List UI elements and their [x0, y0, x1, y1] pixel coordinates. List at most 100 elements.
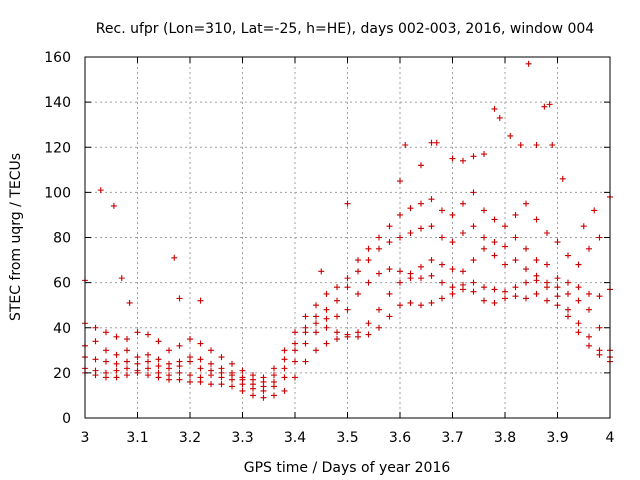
data-point [323, 324, 330, 331]
y-axis-label: STEC from uqrg / TECUs [8, 153, 24, 321]
data-point [208, 360, 214, 367]
data-point [155, 369, 162, 376]
data-point [118, 275, 125, 282]
data-point [491, 216, 498, 223]
data-point [481, 245, 487, 252]
data-point [517, 141, 524, 148]
data-point [439, 207, 445, 214]
data-point [250, 372, 256, 379]
data-point [575, 261, 582, 268]
x-axis-tick-labels: 3 3.1 3.2 3.3 3.4 3.5 3.6 3.7 3.8 3.9 4 [81, 430, 615, 446]
data-point [208, 367, 214, 374]
data-point [541, 103, 548, 110]
data-point [397, 178, 403, 185]
data-point [365, 279, 372, 286]
data-point [155, 356, 162, 363]
data-point [586, 342, 592, 349]
data-point [103, 358, 109, 365]
data-point [124, 372, 130, 379]
data-point [103, 347, 109, 354]
data-point [292, 340, 298, 347]
data-point [449, 211, 456, 218]
data-point [176, 342, 183, 349]
data-point [313, 320, 319, 327]
data-point [507, 132, 514, 139]
data-point [134, 367, 141, 374]
data-point [292, 374, 298, 381]
data-point [544, 261, 550, 268]
data-point [502, 288, 508, 295]
data-point [103, 329, 109, 336]
data-point [302, 358, 309, 365]
data-point [402, 141, 409, 148]
data-point [386, 290, 393, 297]
data-point [470, 153, 477, 160]
data-point [512, 234, 519, 241]
data-point [134, 354, 141, 361]
data-point [491, 286, 498, 293]
data-point [565, 290, 571, 297]
x-tick-label: 3.8 [494, 430, 516, 446]
data-point [439, 295, 445, 302]
y-tick-label: 160 [44, 50, 71, 66]
x-tick-label: 3.1 [126, 430, 148, 446]
data-point [229, 369, 235, 376]
data-point [365, 245, 372, 252]
data-point [554, 293, 561, 300]
data-point [586, 306, 592, 313]
data-point [439, 234, 445, 241]
data-point [271, 392, 277, 399]
data-point [376, 306, 382, 313]
data-point [355, 257, 361, 264]
data-point [145, 358, 151, 365]
data-point [549, 141, 556, 148]
data-point [218, 354, 225, 361]
data-point [496, 114, 503, 121]
data-point [124, 365, 130, 372]
data-point [145, 331, 151, 338]
data-point [239, 374, 246, 381]
data-point [502, 261, 508, 268]
data-point [302, 313, 309, 320]
data-point [145, 372, 151, 379]
data-point [386, 223, 393, 230]
data-point [187, 336, 193, 343]
data-point [460, 281, 466, 288]
data-point [171, 254, 178, 261]
data-point [591, 207, 598, 214]
data-point [124, 358, 130, 365]
data-point [449, 155, 456, 162]
data-point [491, 239, 498, 246]
data-point [260, 394, 267, 401]
data-point [491, 299, 498, 306]
data-point [97, 187, 104, 194]
data-point [113, 351, 120, 358]
data-point [166, 360, 172, 367]
data-point [575, 284, 582, 291]
data-point [491, 105, 498, 112]
data-point [481, 207, 487, 214]
data-point [187, 372, 193, 379]
data-point [376, 234, 382, 241]
data-point [365, 257, 372, 264]
x-tick-label: 4 [606, 430, 615, 446]
data-point [166, 347, 172, 354]
data-point [208, 347, 214, 354]
data-point [313, 347, 319, 354]
data-point [397, 279, 403, 286]
data-point [554, 284, 561, 291]
data-point [281, 387, 288, 394]
data-point [239, 387, 246, 394]
data-point [460, 157, 466, 164]
data-point [113, 333, 120, 340]
data-point [460, 268, 466, 275]
data-point [386, 313, 393, 320]
data-point [365, 331, 372, 338]
data-point [565, 306, 571, 313]
data-point [470, 279, 477, 286]
data-point [302, 324, 309, 331]
data-point [334, 329, 340, 336]
data-point [334, 313, 340, 320]
data-point [124, 336, 130, 343]
data-point [533, 272, 540, 279]
